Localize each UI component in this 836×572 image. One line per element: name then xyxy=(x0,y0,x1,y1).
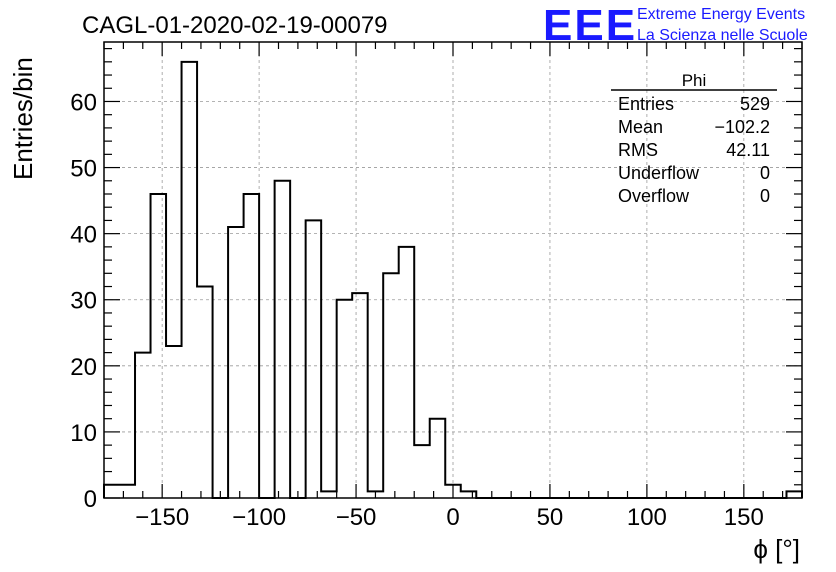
stats-rows: Entries 529 Mean −102.2 RMS 42.11 Underflow 0 Ov… xyxy=(618,94,770,206)
grid xyxy=(104,42,802,498)
x-axis-label: ϕ [°] xyxy=(753,534,800,564)
histogram-bin xyxy=(399,247,415,498)
x-tick-label: −100 xyxy=(232,504,286,531)
y-tick-label: 20 xyxy=(70,354,97,381)
stats-row-value: −102.2 xyxy=(714,117,770,137)
stats-row-value: 0 xyxy=(760,163,770,183)
stats-row-value: 529 xyxy=(740,94,770,114)
x-tick-labels: −150 −100 −50 0 50 100 150 xyxy=(135,504,764,531)
x-tick-label: 50 xyxy=(537,504,564,531)
y-axis-label: Entries/bin xyxy=(8,57,38,180)
y-tick-label: 30 xyxy=(70,288,97,315)
y-tick-label: 10 xyxy=(70,420,97,447)
stats-row-label: Underflow xyxy=(618,163,700,183)
x-tick-label: 100 xyxy=(627,504,667,531)
logo-line1: Extreme Energy Events xyxy=(637,6,805,23)
histogram-bin xyxy=(182,62,198,498)
chart-title: CAGL-01-2020-02-19-00079 xyxy=(82,12,388,39)
logo-line2: La Scienza nelle Scuole xyxy=(637,27,808,44)
histogram-bin xyxy=(306,220,322,498)
histogram-bin xyxy=(135,353,151,498)
stats-row-label: RMS xyxy=(618,140,658,160)
y-tick-label: 40 xyxy=(70,222,97,249)
stats-row-label: Overflow xyxy=(618,186,690,206)
histogram-bin xyxy=(197,287,213,498)
stats-row-label: Entries xyxy=(618,94,674,114)
y-tick-label: 0 xyxy=(84,486,97,513)
eee-logo: EEE Extreme Energy Events La Scienza nel… xyxy=(543,1,808,50)
y-tick-label: 60 xyxy=(70,89,97,116)
stats-box: Phi Entries 529 Mean −102.2 RMS 42.11 Underflo… xyxy=(611,71,777,206)
histogram-bin xyxy=(151,194,167,498)
y-tick-labels: 0 10 20 30 40 50 60 xyxy=(70,89,97,513)
histogram-bin xyxy=(120,485,136,498)
stats-row-value: 42.11 xyxy=(726,140,770,160)
histogram-bin xyxy=(104,485,120,498)
axis-ticks xyxy=(103,42,803,499)
stats-row-label: Mean xyxy=(618,117,663,137)
x-tick-label: 150 xyxy=(724,504,764,531)
histogram-bin xyxy=(337,300,353,498)
x-tick-label: 0 xyxy=(446,504,459,531)
stats-row-value: 0 xyxy=(760,186,770,206)
histogram-bin xyxy=(166,346,182,498)
y-tick-label: 50 xyxy=(70,156,97,183)
histogram-bin xyxy=(430,419,446,498)
histogram-bin xyxy=(275,181,291,498)
x-tick-label: −50 xyxy=(336,504,377,531)
histogram-bin xyxy=(414,445,430,498)
x-tick-label: −150 xyxy=(135,504,189,531)
histogram-bin xyxy=(228,227,244,498)
histogram-bin xyxy=(383,273,399,498)
histogram-bin xyxy=(244,194,260,498)
stats-title: Phi xyxy=(682,71,707,90)
histogram-bin xyxy=(352,293,368,498)
